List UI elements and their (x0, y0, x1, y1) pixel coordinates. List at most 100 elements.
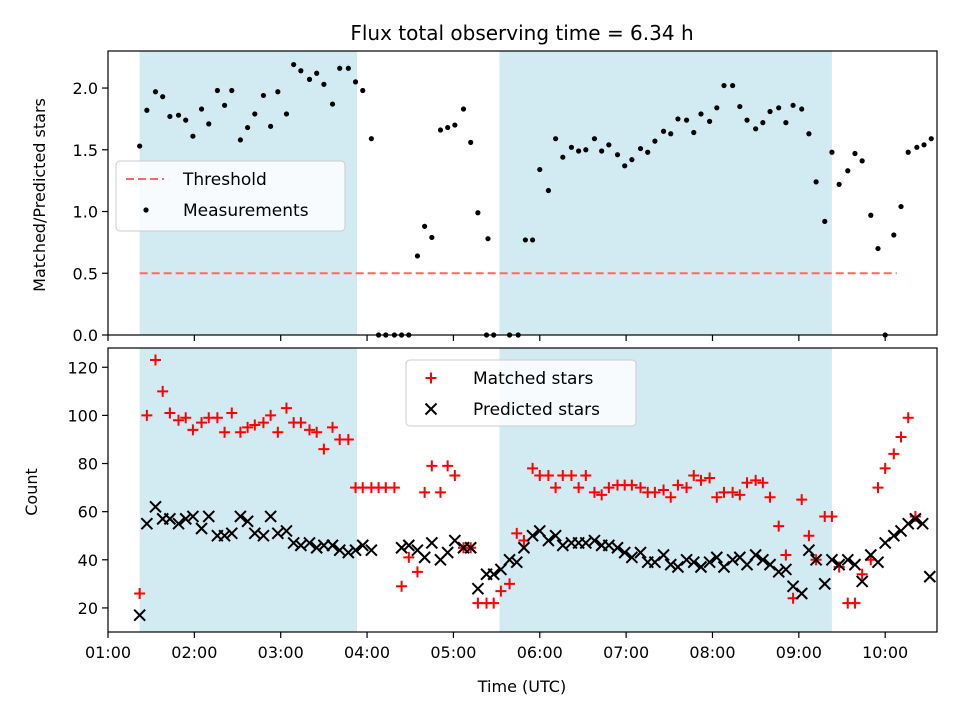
bottom-predicted-point (664, 558, 677, 571)
bottom-predicted-point (726, 553, 739, 567)
top-measurement-point (852, 150, 858, 157)
bottom-matched-point (419, 486, 431, 498)
top-measurement-point (806, 131, 812, 137)
top-measurement-point (698, 111, 704, 117)
top-measurement-point (368, 136, 374, 142)
bottom-matched-point (257, 417, 269, 429)
bottom-predicted-point (818, 577, 831, 591)
top-legend: Threshold Measurements (115, 160, 346, 232)
top-measurement-point (891, 232, 897, 238)
bottom-predicted-point (326, 539, 339, 552)
top-measurement-point (675, 116, 681, 122)
bottom-x-tick-label: 08:00 (689, 643, 735, 662)
bottom-predicted-point (471, 582, 485, 595)
bottom-matched-point (565, 470, 577, 482)
bottom-predicted-point (241, 515, 254, 528)
bottom-matched-point (727, 486, 739, 498)
top-y-tick-label: 0.0 (73, 326, 98, 345)
bottom-predicted-point (549, 529, 562, 542)
top-measurement-point (760, 120, 766, 126)
top-measurement-point (928, 136, 934, 142)
bottom-plot-frame (107, 347, 938, 633)
bottom-matched-point (580, 470, 592, 482)
top-measurement-point (744, 117, 750, 123)
bottom-matched-point (902, 412, 914, 424)
top-measurement-point (660, 128, 667, 134)
bottom-predicted-point (280, 524, 293, 538)
bottom-predicted-point (425, 536, 439, 550)
bottom-predicted-point (163, 512, 177, 526)
top-measurement-point (622, 163, 628, 169)
bottom-matched-point (141, 409, 153, 421)
bottom-matched-point (741, 477, 753, 489)
top-measurement-point (345, 65, 351, 71)
bottom-predicted-point (902, 517, 915, 530)
top-measurement-point (905, 149, 911, 155)
bottom-chart: 20 40 60 80 100 120 01:00 02:00 03:00 04:00 05:00 0… (67, 347, 938, 662)
bottom-predicted-point (909, 512, 922, 526)
top-y-tick-label: 1.5 (73, 141, 98, 160)
bottom-matched-point (780, 549, 792, 561)
top-measurement-point (422, 223, 428, 229)
bottom-x-tick-label: 07:00 (603, 643, 649, 662)
bottom-predicted-point (503, 553, 516, 567)
top-measurement-point (583, 147, 589, 153)
bottom-predicted-point (916, 517, 929, 530)
top-chart-title: Flux total observing time = 6.34 h (350, 21, 693, 45)
top-measurement-point (314, 70, 320, 76)
bottom-y-tick-label: 40 (78, 551, 98, 570)
bottom-matched-point (879, 462, 891, 474)
bottom-matched-point (226, 407, 238, 419)
bottom-predicted-point (618, 546, 631, 559)
legend-measurement-swatch (143, 207, 149, 213)
top-measurement-point (652, 138, 658, 144)
bottom-legend-label: Predicted stars (473, 400, 600, 420)
bottom-matched-point (403, 551, 415, 563)
top-measurement-point (753, 126, 759, 132)
bottom-matched-point (442, 460, 454, 472)
bottom-matched-point (180, 412, 192, 424)
bottom-shaded-interval (139, 348, 357, 632)
top-measurement-point (730, 82, 736, 89)
top-chart-ylabel: Matched/Predicted stars (30, 98, 49, 292)
bottom-matched-point (658, 484, 670, 496)
bottom-x-tick-label: 02:00 (171, 643, 217, 662)
bottom-predicted-point (133, 608, 146, 622)
top-measurement-point (152, 89, 159, 95)
bottom-y-tick-label: 20 (78, 599, 98, 618)
bottom-matched-point (173, 414, 185, 426)
bottom-predicted-point (671, 560, 685, 574)
top-measurement-point (875, 245, 881, 252)
bottom-x-tick-label: 10:00 (862, 643, 908, 662)
bottom-matched-point (588, 486, 600, 498)
bottom-predicted-point (186, 510, 200, 523)
top-measurement-point (614, 152, 621, 158)
bottom-matched-point (635, 482, 647, 494)
bottom-matched-point (164, 407, 176, 419)
top-measurement-point (237, 137, 244, 143)
top-measurement-point (460, 106, 467, 112)
top-measurement-point (790, 102, 796, 108)
top-legend-box (115, 160, 346, 232)
top-measurement-point (137, 143, 143, 149)
top-measurement-point (637, 145, 644, 152)
bottom-predicted-point (294, 539, 308, 552)
bottom-matched-point (734, 489, 746, 501)
bottom-matched-point (495, 585, 507, 597)
top-measurement-point (452, 122, 458, 128)
bottom-x-tick-label: 09:00 (776, 643, 822, 662)
bottom-matched-point (280, 402, 292, 414)
bottom-predicted-point (625, 551, 639, 564)
bottom-matched-point (234, 426, 246, 438)
bottom-x-tick-label: 05:00 (430, 643, 476, 662)
bottom-matched-point (803, 530, 815, 542)
bottom-predicted-point (271, 527, 285, 540)
bottom-matched-point (695, 474, 707, 486)
top-measurement-point (190, 133, 196, 139)
top-measurement-point (537, 166, 543, 173)
bottom-matched-point (672, 479, 684, 491)
bottom-y-tick-label: 100 (67, 406, 98, 425)
bottom-matched-point (342, 433, 354, 445)
top-measurement-point (721, 82, 727, 89)
top-measurement-point (437, 127, 444, 133)
